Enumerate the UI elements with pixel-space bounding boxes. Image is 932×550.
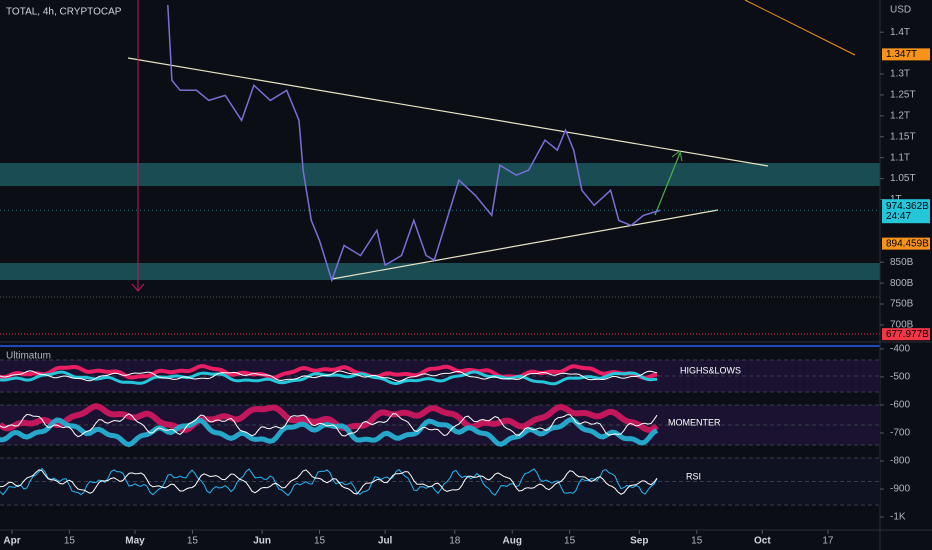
arrow-head xyxy=(671,150,683,162)
x-tick-label: Jun xyxy=(253,536,271,547)
y-tick-label: 700B xyxy=(890,320,914,331)
arrow-head xyxy=(131,283,145,292)
price-line xyxy=(167,4,661,283)
y-tick-label: 1.15T xyxy=(890,131,916,142)
y-tick-label: -900 xyxy=(890,484,910,495)
y-tick-label: 1.2T xyxy=(890,110,910,121)
price-marker xyxy=(882,328,930,341)
indicator-wave xyxy=(0,413,658,438)
pane-edge xyxy=(0,345,880,347)
panel-band xyxy=(0,458,880,505)
indicator-waves xyxy=(0,359,880,506)
trendline-upper xyxy=(127,57,769,167)
y-tick-label: 1.4T xyxy=(890,27,910,38)
y-tick-label: -800 xyxy=(890,456,910,467)
y-tick-label: 750B xyxy=(890,299,914,310)
indicator-wave xyxy=(0,467,658,497)
x-tick-label: Oct xyxy=(754,536,771,547)
y-tick-label: 1.1T xyxy=(890,152,910,163)
x-tick-label: May xyxy=(125,536,145,547)
y-tick-label: -1K xyxy=(890,512,906,523)
x-tick-label: 15 xyxy=(64,536,76,547)
price-marker-label: 1.347T xyxy=(886,49,917,60)
zone-upper xyxy=(0,163,880,186)
y-tick-label: 1.25T xyxy=(890,90,916,101)
y-tick-label: -500 xyxy=(890,372,910,383)
x-tick-label: 15 xyxy=(187,536,199,547)
last-price-label: 974.362B xyxy=(886,201,929,212)
price-marker xyxy=(882,48,930,61)
panel-label: MOMENTER xyxy=(668,417,721,427)
x-tick-label: 17 xyxy=(822,536,834,547)
indicator-wave xyxy=(0,403,659,433)
price-marker-label: 677.977B xyxy=(886,329,929,340)
panel-label: RSI xyxy=(686,471,701,481)
y-tick-label: 1.05T xyxy=(890,173,916,184)
target-arrow xyxy=(654,152,681,216)
price-marker-label: 894.459B xyxy=(886,238,929,249)
x-tick-label: Apr xyxy=(3,536,20,547)
indicator-title: Ultimatum xyxy=(6,351,51,362)
y-tick-label: -600 xyxy=(890,400,910,411)
x-tick-label: Aug xyxy=(502,536,521,547)
y-tick-label: 850B xyxy=(890,257,914,268)
price-marker xyxy=(882,237,930,250)
y-tick-label: -700 xyxy=(890,428,910,439)
currency: USD xyxy=(890,5,911,16)
trendline-lower xyxy=(331,209,719,280)
y-tick-label: 800B xyxy=(890,278,914,289)
x-tick-label: Jul xyxy=(378,536,393,547)
indicator-wave xyxy=(0,417,659,448)
x-tick-label: 15 xyxy=(691,536,703,547)
y-tick-label: 1.3T xyxy=(890,69,910,80)
trendline-orange xyxy=(744,0,856,56)
last-price-box xyxy=(882,199,930,224)
zone-lower xyxy=(0,263,880,280)
indicator-wave xyxy=(0,370,658,382)
indicator-wave xyxy=(0,469,658,495)
indicator-wave xyxy=(0,364,658,380)
x-tick-label: 15 xyxy=(564,536,576,547)
y-tick-label: -400 xyxy=(890,344,910,355)
countdown: 24:47 xyxy=(886,211,911,222)
panel-label: HIGHS&LOWS xyxy=(680,365,741,375)
x-tick-label: 18 xyxy=(449,536,461,547)
x-tick-label: 15 xyxy=(314,536,326,547)
x-tick-label: Sep xyxy=(630,536,648,547)
symbol: TOTAL, 4h, CRYPTOCAP xyxy=(6,7,122,18)
